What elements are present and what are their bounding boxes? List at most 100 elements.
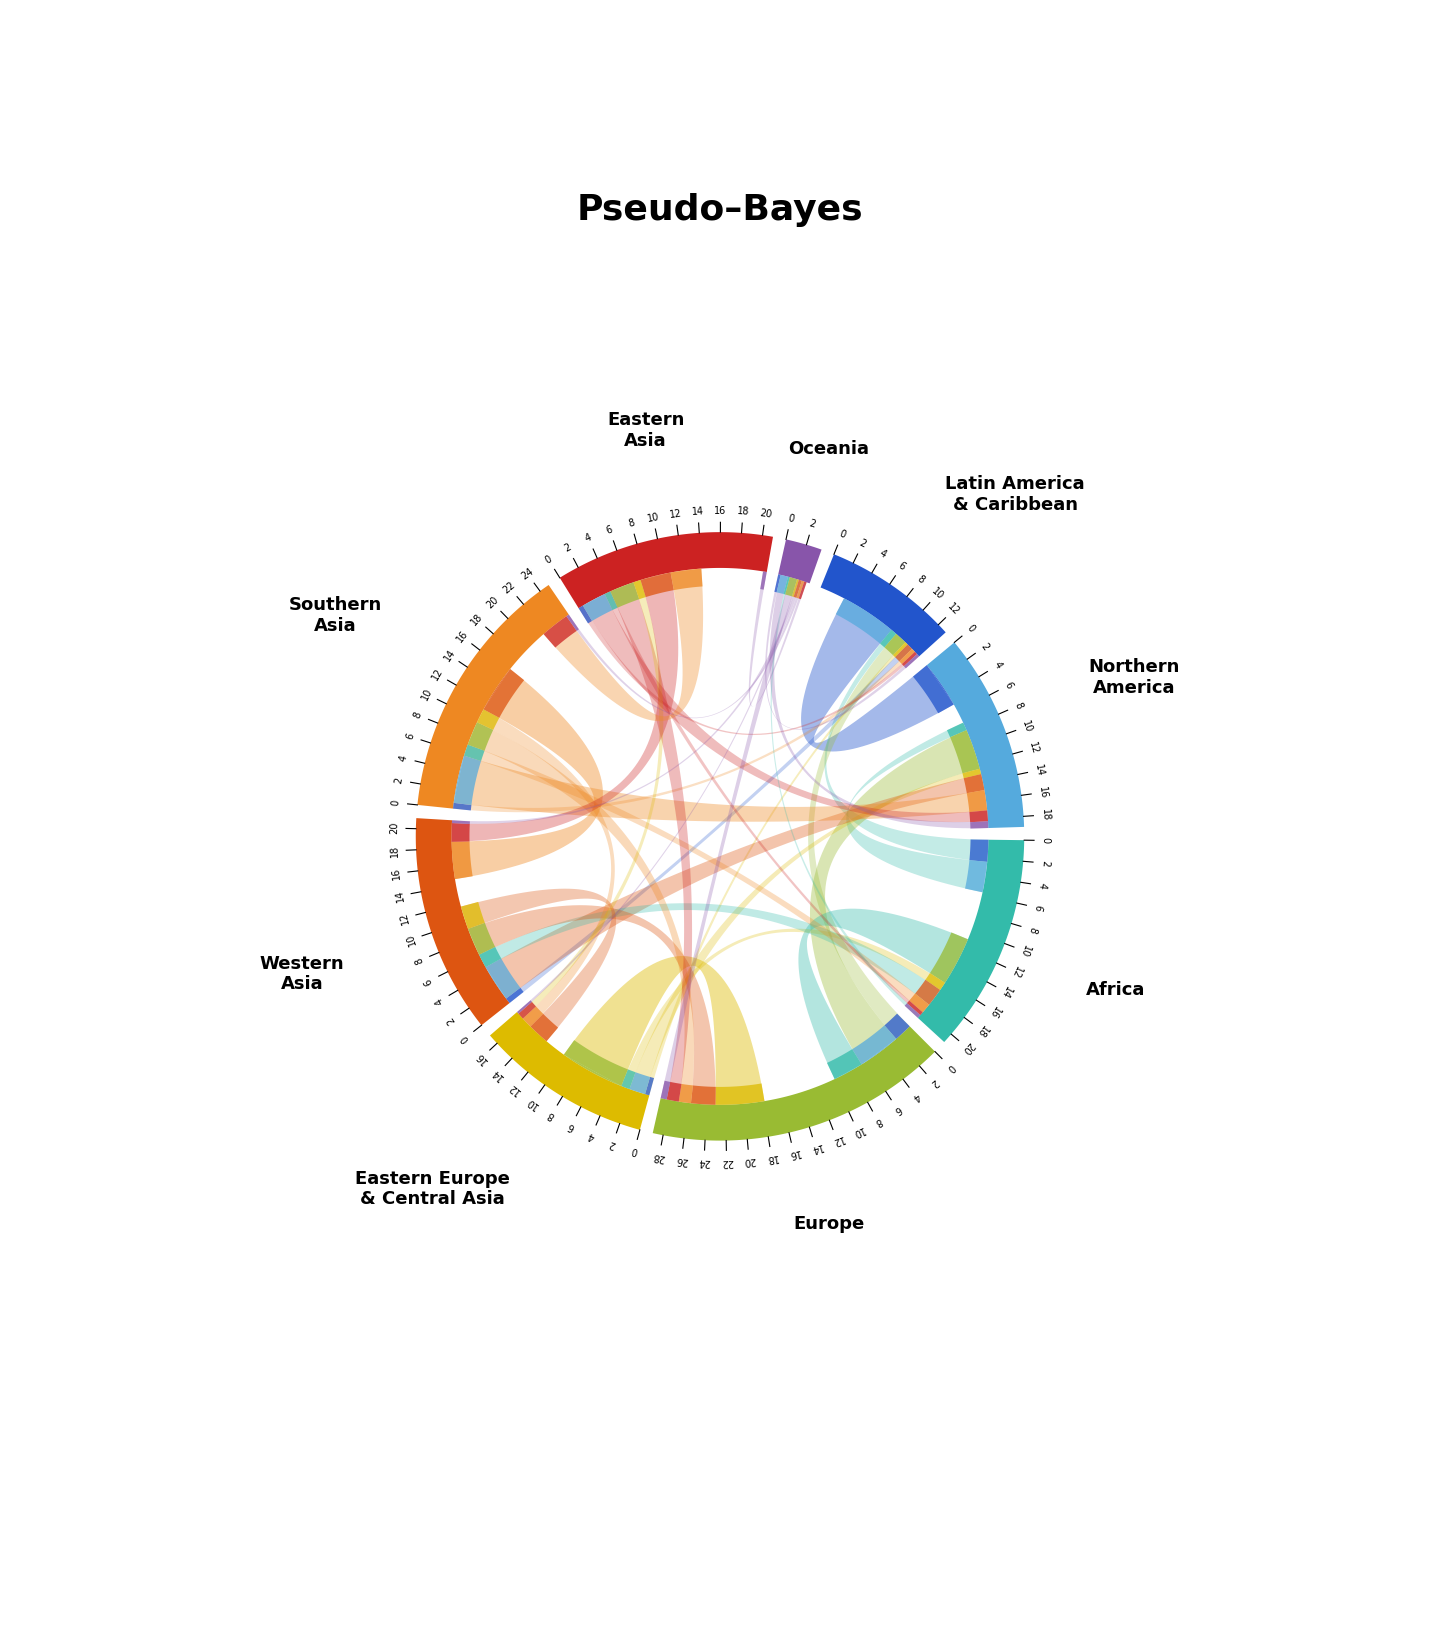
Text: 16: 16: [986, 1004, 1002, 1019]
Polygon shape: [583, 594, 612, 620]
Polygon shape: [852, 1026, 896, 1065]
Polygon shape: [452, 842, 472, 879]
Polygon shape: [808, 633, 910, 1039]
Text: 10: 10: [850, 1125, 865, 1138]
Polygon shape: [579, 606, 592, 624]
Polygon shape: [948, 723, 966, 737]
Text: 0: 0: [1041, 837, 1051, 843]
Text: 6: 6: [405, 733, 416, 741]
Text: 14: 14: [393, 889, 406, 902]
Text: 12: 12: [946, 602, 962, 617]
Text: 4: 4: [433, 996, 445, 1006]
Polygon shape: [461, 889, 616, 1042]
Polygon shape: [716, 1084, 765, 1105]
Text: 20: 20: [959, 1040, 975, 1057]
Text: 18: 18: [1040, 809, 1050, 822]
Polygon shape: [965, 860, 988, 892]
Polygon shape: [477, 710, 615, 1026]
Text: 18: 18: [737, 506, 749, 518]
Text: 2: 2: [979, 641, 991, 653]
Polygon shape: [652, 1026, 935, 1141]
Polygon shape: [778, 539, 822, 583]
Text: 2: 2: [445, 1014, 456, 1026]
Polygon shape: [468, 723, 494, 751]
Text: Pseudo–Bayes: Pseudo–Bayes: [576, 194, 864, 226]
Text: 12: 12: [668, 508, 683, 519]
Text: 12: 12: [1009, 964, 1024, 980]
Polygon shape: [611, 583, 639, 607]
Text: Western
Asia: Western Asia: [259, 954, 344, 993]
Text: 10: 10: [405, 933, 418, 947]
Polygon shape: [566, 614, 579, 632]
Text: Oceania: Oceania: [788, 440, 870, 457]
Text: 4: 4: [586, 1130, 596, 1141]
Text: 8: 8: [1027, 925, 1038, 934]
Text: 0: 0: [390, 799, 402, 806]
Polygon shape: [452, 821, 469, 824]
Polygon shape: [904, 654, 919, 669]
Polygon shape: [645, 1078, 654, 1096]
Text: 2: 2: [808, 518, 816, 529]
Text: 10: 10: [1020, 720, 1034, 734]
Text: 20: 20: [389, 822, 399, 835]
Polygon shape: [523, 1006, 543, 1026]
Text: 8: 8: [914, 573, 926, 586]
Polygon shape: [927, 643, 1024, 829]
Polygon shape: [505, 645, 912, 1003]
Text: 6: 6: [422, 977, 435, 987]
Polygon shape: [517, 580, 799, 1014]
Polygon shape: [452, 580, 802, 824]
Polygon shape: [605, 591, 618, 610]
Text: 6: 6: [897, 560, 907, 571]
Polygon shape: [661, 578, 798, 1099]
Text: 26: 26: [675, 1154, 688, 1166]
Polygon shape: [835, 599, 891, 643]
Text: 8: 8: [873, 1115, 883, 1127]
Polygon shape: [769, 575, 988, 829]
Polygon shape: [913, 666, 953, 713]
Text: 2: 2: [927, 1076, 939, 1088]
Polygon shape: [930, 933, 968, 983]
Text: 16: 16: [786, 1148, 801, 1159]
Text: Africa: Africa: [1086, 982, 1145, 1000]
Text: 16: 16: [714, 506, 727, 516]
Polygon shape: [765, 575, 919, 729]
Text: 4: 4: [583, 532, 593, 544]
Polygon shape: [518, 580, 664, 1019]
Text: 0: 0: [459, 1034, 471, 1044]
Polygon shape: [566, 581, 805, 718]
Polygon shape: [464, 744, 929, 1013]
Polygon shape: [484, 669, 524, 718]
Polygon shape: [901, 651, 917, 666]
Text: Eastern Europe
& Central Asia: Eastern Europe & Central Asia: [356, 1169, 510, 1208]
Text: 14: 14: [808, 1141, 824, 1154]
Text: Europe: Europe: [793, 1214, 865, 1232]
Text: 0: 0: [837, 529, 847, 540]
Polygon shape: [667, 1083, 681, 1102]
Polygon shape: [452, 669, 603, 879]
Polygon shape: [776, 575, 788, 594]
Polygon shape: [678, 1084, 693, 1104]
Polygon shape: [454, 755, 481, 806]
Polygon shape: [904, 1003, 920, 1018]
Polygon shape: [884, 633, 906, 654]
Polygon shape: [799, 581, 806, 599]
Polygon shape: [517, 1000, 531, 1014]
Text: 16: 16: [1037, 786, 1048, 799]
Polygon shape: [969, 840, 988, 861]
Text: 10: 10: [930, 586, 946, 602]
Polygon shape: [671, 568, 703, 589]
Polygon shape: [847, 723, 988, 892]
Polygon shape: [468, 905, 716, 1105]
Polygon shape: [971, 821, 988, 829]
Polygon shape: [917, 840, 1024, 1042]
Text: 18: 18: [469, 612, 485, 627]
Polygon shape: [691, 1086, 716, 1105]
Polygon shape: [452, 824, 469, 842]
Polygon shape: [629, 1073, 649, 1094]
Polygon shape: [543, 617, 576, 648]
Text: 0: 0: [965, 624, 976, 635]
Polygon shape: [485, 773, 985, 998]
Text: 4: 4: [910, 1091, 922, 1102]
Text: 6: 6: [893, 1104, 903, 1115]
